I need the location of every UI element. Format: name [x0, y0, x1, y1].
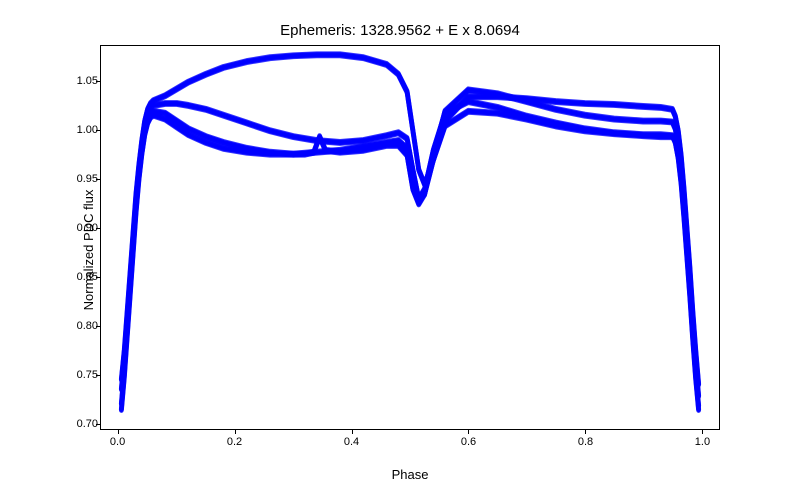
y-tick-label: 0.75 [48, 369, 98, 381]
x-tick-mark [468, 430, 469, 434]
x-tick-mark [702, 430, 703, 434]
data-layer [101, 46, 719, 429]
y-tick-label: 1.00 [48, 124, 98, 136]
y-tick-label: 0.90 [48, 222, 98, 234]
y-tick-mark [96, 179, 100, 180]
x-tick-mark [352, 430, 353, 434]
x-tick-label: 1.0 [695, 436, 710, 448]
y-tick-label: 0.85 [48, 271, 98, 283]
x-axis-label: Phase [100, 467, 720, 482]
y-tick-mark [96, 277, 100, 278]
x-tick-mark [118, 430, 119, 434]
x-tick-label: 0.6 [461, 436, 476, 448]
y-tick-label: 0.95 [48, 173, 98, 185]
x-tick-mark [585, 430, 586, 434]
chart-title: Ephemeris: 1328.9562 + E x 8.0694 [0, 22, 800, 39]
figure: Ephemeris: 1328.9562 + E x 8.0694 Normal… [0, 0, 800, 500]
y-tick-mark [96, 81, 100, 82]
x-tick-label: 0.0 [110, 436, 125, 448]
y-tick-mark [96, 424, 100, 425]
x-tick-label: 0.8 [578, 436, 593, 448]
y-tick-label: 0.70 [48, 418, 98, 430]
x-tick-mark [235, 430, 236, 434]
x-tick-label: 0.2 [227, 436, 242, 448]
y-tick-label: 0.80 [48, 320, 98, 332]
x-tick-label: 0.4 [344, 436, 359, 448]
y-tick-mark [96, 326, 100, 327]
y-axis-label: Normalized PDC flux [81, 190, 96, 311]
y-tick-mark [96, 130, 100, 131]
plot-area [100, 45, 720, 430]
series-curve_a-band [121, 56, 698, 385]
y-tick-mark [96, 228, 100, 229]
y-tick-mark [96, 375, 100, 376]
y-tick-label: 1.05 [48, 75, 98, 87]
